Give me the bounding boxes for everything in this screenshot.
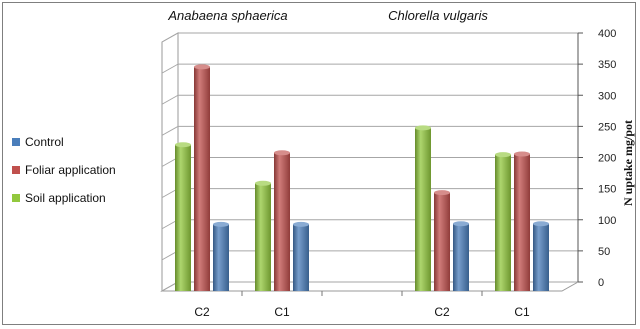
bar-control bbox=[293, 224, 309, 291]
legend: Control Foliar application Soil applicat… bbox=[12, 128, 116, 212]
y-tick-label: 300 bbox=[598, 90, 616, 102]
gridline-side bbox=[161, 94, 179, 105]
group-label-chlorella: Chlorella vulgaris bbox=[388, 8, 488, 23]
bar-top-soil bbox=[415, 125, 431, 131]
bar-top-soil bbox=[255, 180, 271, 186]
legend-swatch-soil bbox=[12, 194, 20, 202]
bar-top-foliar bbox=[194, 64, 210, 70]
y-tick-label: 0 bbox=[598, 277, 604, 289]
y-tick-label: 400 bbox=[598, 28, 616, 40]
gridline-side bbox=[161, 125, 179, 136]
label-layer: 0 50 100 150 200 250 300 350 400 C2 C1 C2 C1 Anabaena… bbox=[167, 8, 616, 319]
y-tick-label: 250 bbox=[598, 121, 616, 133]
bar-top-control bbox=[293, 221, 309, 227]
bar-layer bbox=[175, 64, 549, 292]
bar-control bbox=[533, 223, 549, 291]
bar-top-control bbox=[213, 221, 229, 227]
y-tick-label: 50 bbox=[598, 246, 610, 258]
y-tick-label: 100 bbox=[598, 215, 616, 227]
bar-top-foliar bbox=[514, 151, 530, 157]
group-label-anabaena: Anabaena sphaerica bbox=[167, 8, 287, 23]
bar-soil bbox=[415, 127, 431, 291]
bar-top-foliar bbox=[434, 190, 450, 196]
y-tick-label: 200 bbox=[598, 153, 616, 165]
bar-soil bbox=[495, 154, 511, 291]
bar-foliar bbox=[194, 66, 210, 292]
legend-swatch-foliar bbox=[12, 166, 20, 174]
legend-item-foliar: Foliar application bbox=[12, 156, 116, 184]
legend-label-soil: Soil application bbox=[25, 191, 106, 205]
legend-item-control: Control bbox=[12, 128, 116, 156]
x-tick-label: C2 bbox=[434, 305, 450, 319]
y-tick-label: 150 bbox=[598, 184, 616, 196]
bar-soil bbox=[175, 144, 191, 291]
legend-item-soil: Soil application bbox=[12, 184, 116, 212]
bar-top-control bbox=[453, 221, 469, 227]
bar-top-soil bbox=[175, 142, 191, 148]
bar-top-control bbox=[533, 221, 549, 227]
axis-layer bbox=[241, 32, 583, 296]
bar-top-foliar bbox=[274, 150, 290, 156]
x-tick-label: C2 bbox=[194, 305, 210, 319]
bar-foliar bbox=[514, 154, 530, 291]
gridline-side bbox=[161, 32, 179, 43]
bar-control bbox=[453, 223, 469, 291]
legend-label-control: Control bbox=[25, 135, 64, 149]
gridline-side bbox=[161, 63, 179, 74]
bar-top-soil bbox=[495, 152, 511, 158]
bar-control bbox=[213, 224, 229, 291]
x-tick-label: C1 bbox=[274, 305, 290, 319]
legend-label-foliar: Foliar application bbox=[25, 163, 116, 177]
legend-swatch-control bbox=[12, 138, 20, 146]
x-tick-label: C1 bbox=[514, 305, 530, 319]
y-tick-label: 350 bbox=[598, 59, 616, 71]
bar-foliar bbox=[274, 152, 290, 291]
bar-foliar bbox=[434, 192, 450, 291]
bar-soil bbox=[255, 183, 271, 291]
y-axis-label: N uptake mg/pot bbox=[621, 120, 635, 206]
